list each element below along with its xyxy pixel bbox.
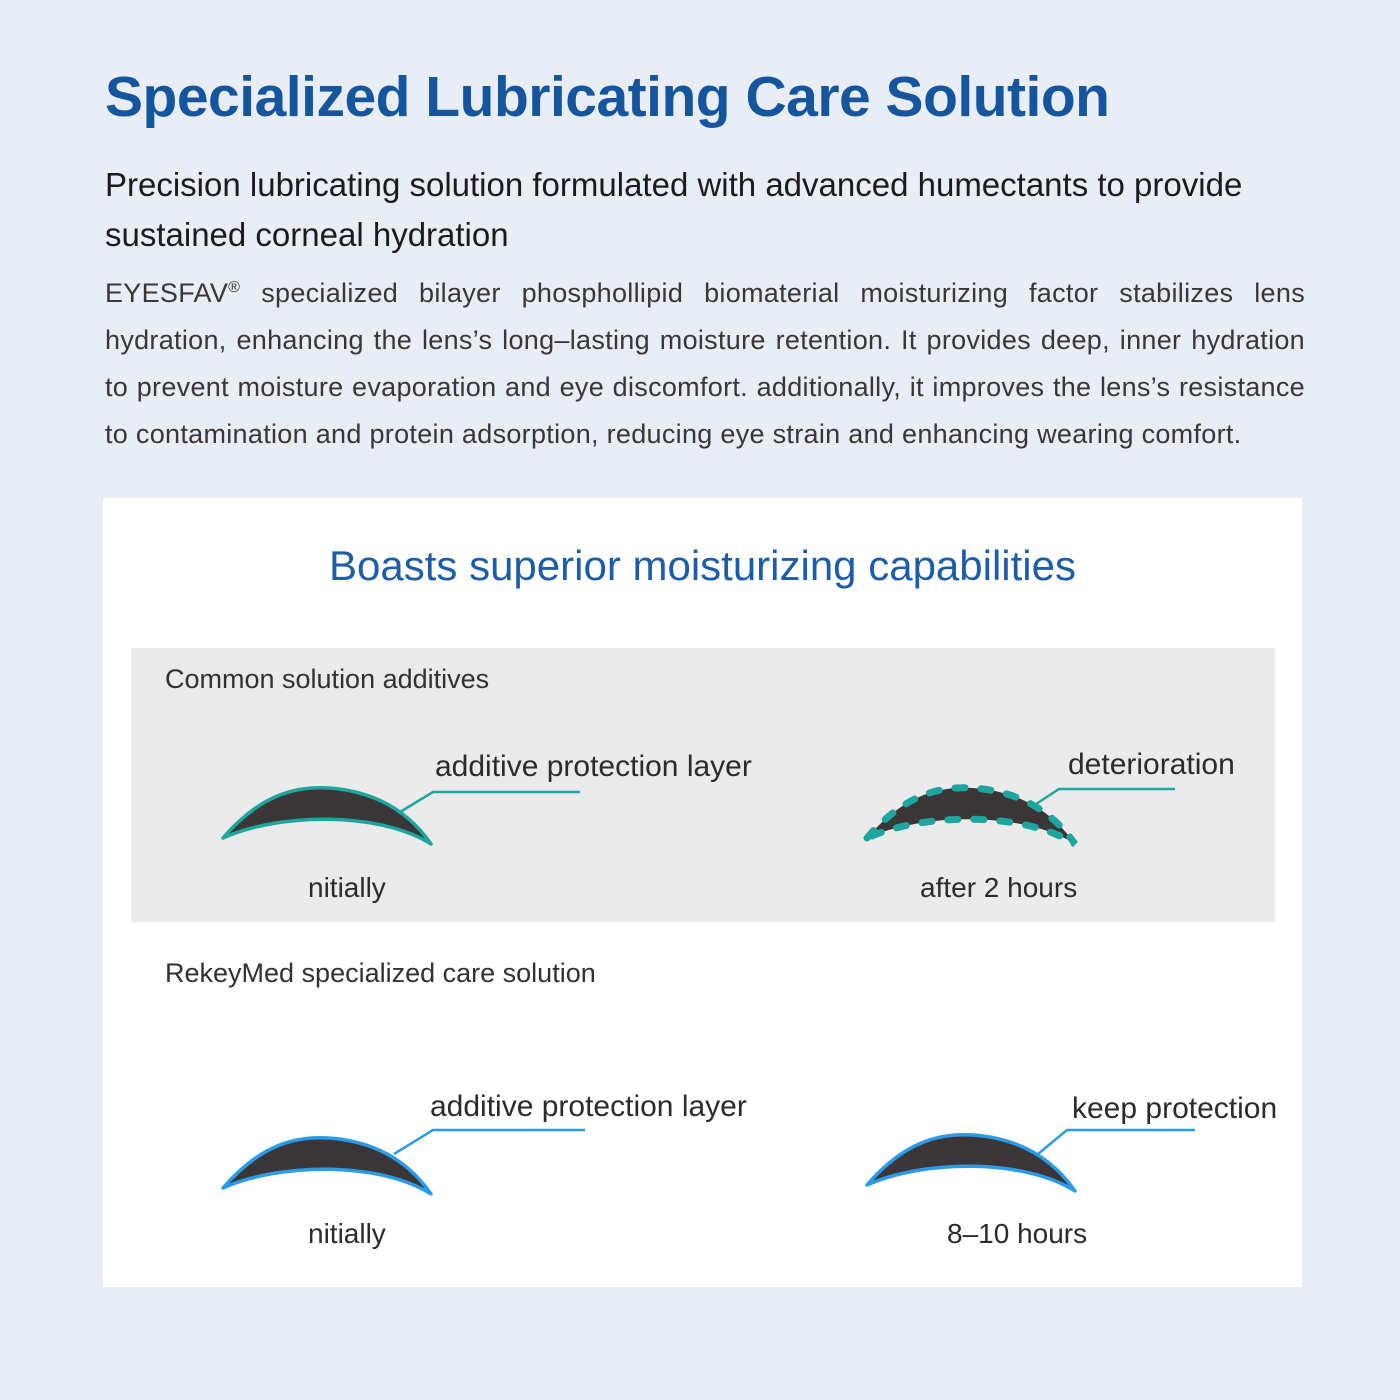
lens-initial-blue-graphic <box>221 1128 585 1196</box>
lens-crescent <box>867 787 1075 844</box>
diagram-special-initial: additive protection layer nitially <box>218 1086 747 1266</box>
callout-line <box>1037 1128 1195 1155</box>
page-subtitle: Precision lubricating solution formulate… <box>105 166 1243 253</box>
brand-name: EYESFAV <box>105 278 229 308</box>
special-section-label: RekeyMed specialized care solution <box>165 958 596 988</box>
diagram-special-after: keep protection 8–10 hours <box>865 1086 1385 1266</box>
lens-dashed-outline <box>864 784 1078 847</box>
common-additives-panel <box>131 648 1275 922</box>
diagram-caption: nitially <box>308 872 386 903</box>
registered-mark: ® <box>228 279 241 296</box>
lens-deterioration-graphic <box>864 784 1175 847</box>
callout-label: deterioration <box>1068 748 1235 781</box>
callout-label: keep protection <box>1072 1092 1278 1125</box>
comparison-card: Boasts superior moisturizing capabilitie… <box>103 498 1302 1287</box>
page-title: Specialized Lubricating Care Solution <box>105 65 1110 129</box>
callout-label: additive protection layer <box>430 1090 747 1123</box>
lens-crescent <box>221 1135 433 1196</box>
diagram-common-after: deterioration after 2 hours <box>864 748 1285 918</box>
lens-initial-teal-graphic <box>221 785 580 846</box>
diagram-common-initial: additive protection layer nitially <box>218 748 752 918</box>
diagram-caption: 8–10 hours <box>947 1218 1088 1249</box>
callout-line <box>393 1128 585 1156</box>
lens-crescent <box>865 1132 1077 1193</box>
common-section-label: Common solution additives <box>165 664 490 694</box>
intro-paragraph: EYESFAV® specialized bilayer phosphollip… <box>105 264 1305 458</box>
callout-line <box>399 790 580 814</box>
lens-keep-protection-graphic <box>865 1128 1195 1193</box>
callout-label: additive protection layer <box>435 750 752 783</box>
card-title: Boasts superior moisturizing capabilitie… <box>329 542 1076 589</box>
diagram-caption: nitially <box>308 1218 386 1249</box>
diagram-caption: after 2 hours <box>920 872 1078 903</box>
lens-crescent <box>221 785 433 846</box>
callout-line <box>1032 787 1175 808</box>
intro-text: specialized bilayer phosphollipid biomat… <box>105 278 1305 449</box>
